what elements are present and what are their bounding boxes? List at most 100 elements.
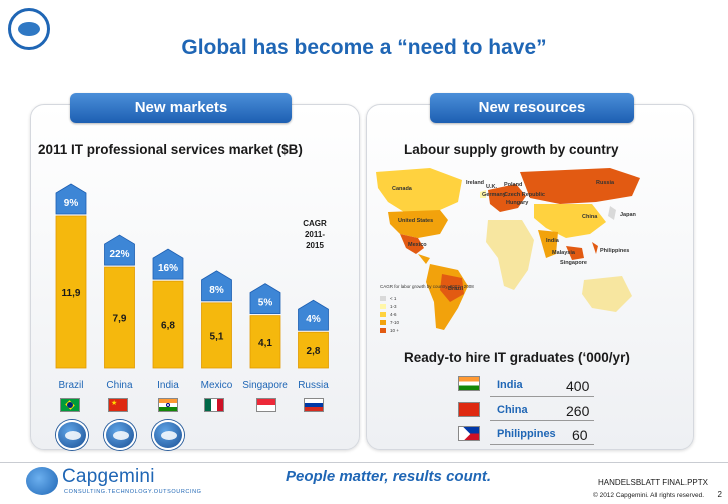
mexico-flag-icon (204, 398, 224, 412)
map-label: Singapore (560, 260, 587, 266)
map-label: U.K. (486, 184, 497, 190)
bar-value-label: 2,8 (307, 346, 321, 357)
russia-flag-icon (304, 398, 324, 412)
cagr-arrow (104, 234, 135, 266)
cagr-value-label: 8% (209, 285, 224, 296)
map-label: Japan (620, 212, 637, 218)
market-chart-title: 2011 IT professional services market ($B… (38, 142, 303, 157)
tagline: People matter, results count. (286, 468, 492, 485)
map-region-malaysia (566, 246, 584, 260)
map-label: Hungary (506, 200, 529, 206)
cagr-arrow (298, 299, 329, 331)
map-label: China (582, 214, 598, 220)
map-region-brazil (440, 274, 464, 302)
map-legend-swatch (380, 328, 386, 333)
map-region-australia (582, 276, 632, 312)
footer-divider (0, 462, 728, 463)
cagr-value-label: 16% (158, 263, 178, 274)
map-region-india (538, 230, 558, 258)
globe-icon (56, 420, 88, 450)
china-flag-icon: ★ (108, 398, 128, 412)
cagr-arrow (201, 270, 232, 302)
map-label: Poland (504, 182, 522, 188)
market-bar-chart: 11,9 9% Brazil 7,9 22% China 6,8 16% India 5,1 8% M… (55, 183, 329, 391)
china-flag-icon (458, 402, 480, 417)
graduate-country: China (497, 404, 528, 416)
cagr-label: CAGR 2011- 2015 (298, 218, 332, 251)
cagr-arrow (249, 283, 281, 315)
bar-value-label: 4,1 (258, 338, 272, 349)
category-label: Singapore (242, 380, 288, 391)
bar-mexico (201, 302, 232, 369)
copyright: © 2012 Capgemini. All rights reserved. (592, 492, 704, 499)
cagr-arrow (152, 248, 184, 280)
logo-subtitle: CONSULTING.TECHNOLOGY.OUTSOURCING (64, 489, 202, 495)
cagr-value-label: 22% (109, 249, 129, 260)
category-label: Mexico (201, 380, 233, 391)
capgemini-logo-icon (26, 467, 58, 495)
map-legend-label: 10 + (390, 328, 399, 333)
bar-india (152, 280, 184, 369)
map-region-russia (520, 168, 640, 204)
map-region-africa (486, 220, 534, 290)
map-label: India (546, 238, 560, 244)
map-legend-swatch (380, 296, 386, 301)
brazil-flag-icon (60, 398, 80, 412)
page-number: 2 (717, 490, 722, 499)
map-label: Philippines (600, 248, 629, 254)
globe-icon (152, 420, 184, 450)
graduate-value: 400 (566, 378, 590, 394)
map-legend-label: 1-3 (390, 304, 397, 309)
bar-brazil (55, 215, 87, 369)
map-label: Brazil (448, 286, 463, 292)
map-legend-label: < 1 (390, 296, 397, 301)
cagr-arrow (55, 183, 87, 215)
map-legend-label: 4-6 (390, 312, 397, 317)
cagr-value-label: 9% (64, 198, 79, 209)
capgemini-corner-logo-icon (8, 8, 50, 50)
globe-icon (104, 420, 136, 450)
map-region-europe (488, 184, 526, 212)
map-legend-swatch (380, 304, 386, 309)
logo-name: Capgemini (62, 466, 155, 487)
map-legend: CAGR for labor growth by country, 2003 -… (380, 284, 474, 333)
category-label: Brazil (58, 380, 83, 391)
new-resources-header: New resources (430, 93, 634, 123)
bar-value-label: 7,9 (113, 314, 127, 325)
cagr-label-line: CAGR (303, 219, 327, 228)
labour-map-title: Labour supply growth by country (404, 142, 619, 157)
singapore-flag-icon (256, 398, 276, 412)
cagr-label-line: 2015 (306, 241, 324, 250)
new-resources-panel (366, 104, 694, 450)
india-flag-icon (158, 398, 178, 412)
category-label: Russia (298, 380, 329, 391)
graduates-title: Ready-to hire IT graduates (‘000/yr) (404, 350, 630, 365)
bar-value-label: 6,8 (161, 321, 175, 332)
map-region-philippines (592, 242, 598, 254)
graduate-value: 60 (572, 427, 588, 443)
graduate-country: India (497, 379, 523, 391)
map-label: Czech Republic (504, 192, 545, 198)
map-legend-swatch (380, 320, 386, 325)
map-region-mexico (400, 234, 424, 254)
map-label: United States (398, 218, 433, 224)
bar-value-label: 11,9 (62, 288, 81, 299)
row-divider (490, 420, 594, 421)
map-label: Malaysia (552, 250, 576, 256)
bar-value-label: 5,1 (210, 331, 224, 342)
cagr-value-label: 5% (258, 298, 273, 309)
cagr-label-line: 2011- (304, 230, 326, 239)
map-region-canada (376, 168, 462, 216)
map-label: Russia (596, 180, 615, 186)
bar-russia (298, 331, 329, 369)
file-reference: HANDELSBLATT FINAL.PPTX (598, 478, 708, 487)
labour-growth-world-map: Canada United States Mexico Brazil Irela… (376, 168, 640, 333)
india-flag-icon (458, 376, 480, 391)
cagr-value-label: 4% (306, 314, 321, 325)
map-label: Ireland (466, 180, 484, 186)
new-markets-header: New markets (70, 93, 292, 123)
map-label: Mexico (408, 242, 427, 248)
philippines-flag-icon (458, 426, 480, 441)
bar-china (104, 266, 135, 369)
bar-singapore (249, 315, 281, 369)
